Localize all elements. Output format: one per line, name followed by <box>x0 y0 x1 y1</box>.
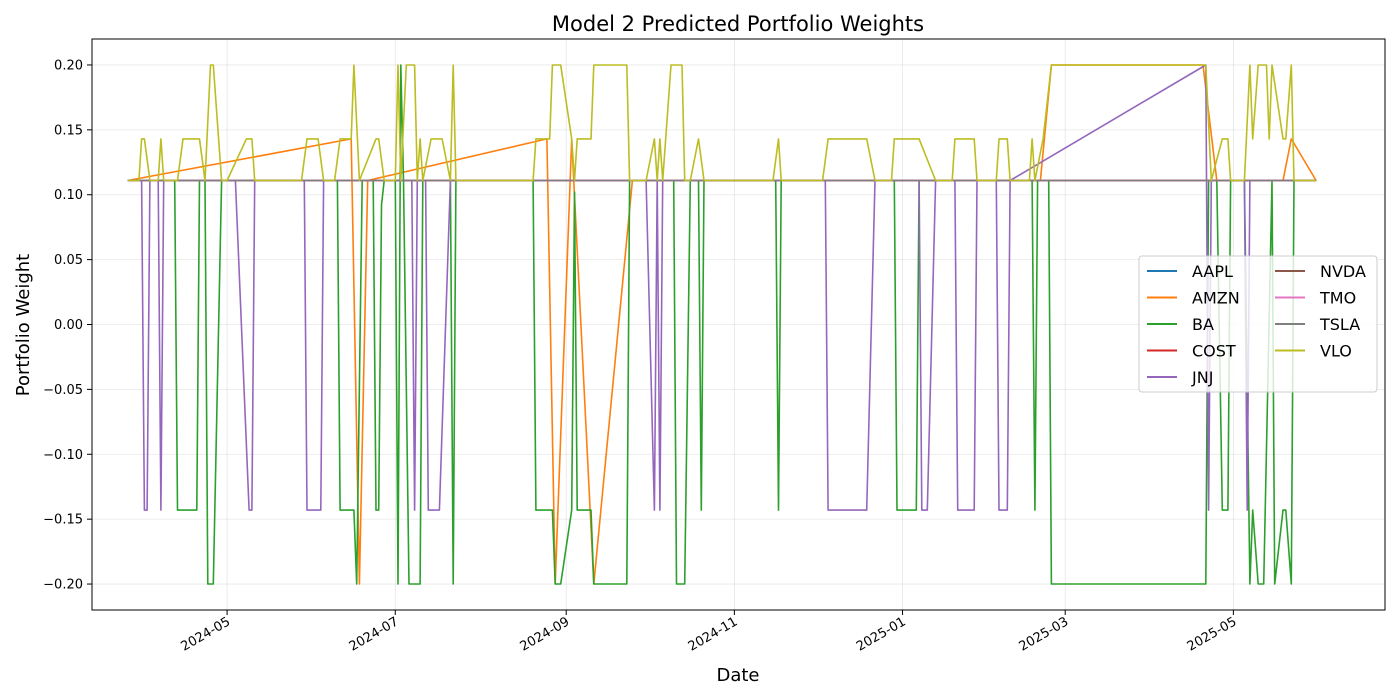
legend-label-vlo: VLO <box>1320 342 1352 361</box>
legend-label-amzn: AMZN <box>1192 289 1240 308</box>
legend-label-jnj: JNJ <box>1191 368 1213 387</box>
y-tick-label: 0.20 <box>54 58 83 73</box>
y-tick-label: 0.05 <box>54 253 83 268</box>
y-axis-label: Portfolio Weight <box>13 254 34 396</box>
y-tick-label: −0.10 <box>43 448 83 463</box>
series-line-vlo <box>127 64 1317 182</box>
legend-label-cost: COST <box>1192 342 1236 361</box>
legend-label-tmo: TMO <box>1319 289 1356 308</box>
x-axis-label: Date <box>716 665 759 686</box>
y-tick-label: 0.10 <box>54 188 83 203</box>
series-line-ba <box>127 64 1317 585</box>
legend: AAPL AMZN BA COST JNJ NVDA TMO TSLA VLO <box>1138 255 1378 393</box>
y-tick-label: 0.00 <box>54 318 83 333</box>
legend-label-nvda: NVDA <box>1320 262 1366 281</box>
y-tick-label: 0.15 <box>54 123 83 138</box>
legend-box <box>1138 255 1378 393</box>
chart-title: Model 2 Predicted Portfolio Weights <box>552 12 924 36</box>
y-tick-label: −0.05 <box>43 383 83 398</box>
legend-label-ba: BA <box>1192 315 1214 334</box>
series-lines <box>127 64 1317 585</box>
legend-label-tsla: TSLA <box>1319 315 1360 334</box>
y-tick-label: −0.15 <box>43 513 83 528</box>
y-tick-label: −0.20 <box>43 578 83 593</box>
grid <box>92 39 1385 610</box>
legend-label-aapl: AAPL <box>1192 262 1233 281</box>
